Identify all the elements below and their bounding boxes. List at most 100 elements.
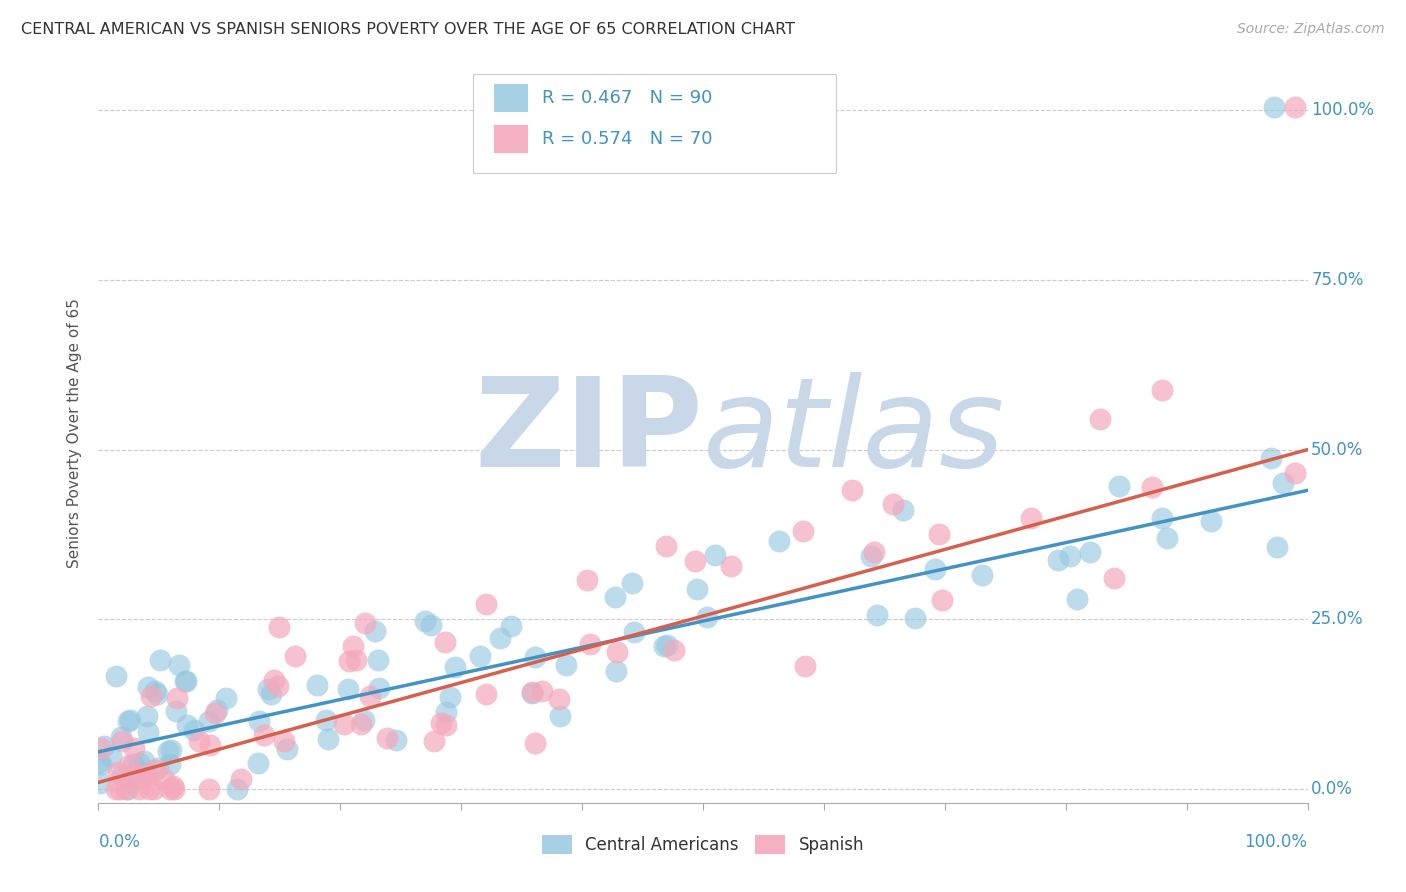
Spanish [1284, 467, 1306, 481]
FancyBboxPatch shape [474, 73, 837, 173]
Central Americans [247, 714, 270, 729]
Central Americans [1059, 549, 1081, 564]
Spanish [121, 768, 143, 782]
Spanish [1152, 383, 1174, 397]
Central Americans [1267, 540, 1289, 554]
Spanish [359, 689, 381, 703]
Central Americans [523, 650, 546, 665]
Spanish [794, 658, 817, 673]
Central Americans [470, 649, 492, 664]
Spanish [342, 639, 364, 653]
Central Americans [1047, 552, 1070, 566]
Central Americans [205, 703, 228, 717]
Central Americans [256, 681, 278, 696]
Spanish [273, 734, 295, 748]
Spanish [163, 782, 186, 797]
Spanish [433, 634, 456, 648]
Spanish [339, 654, 361, 668]
Central Americans [1272, 475, 1295, 490]
Central Americans [136, 724, 159, 739]
Central Americans [1108, 479, 1130, 493]
Central Americans [970, 567, 993, 582]
Spanish [118, 757, 141, 772]
Central Americans [89, 776, 111, 790]
Text: atlas: atlas [703, 372, 1005, 493]
Spanish [166, 690, 188, 705]
Spanish [263, 673, 285, 687]
Central Americans [117, 782, 139, 797]
Spanish [474, 597, 496, 611]
Central Americans [315, 713, 337, 727]
Spanish [662, 643, 685, 657]
Central Americans [768, 534, 790, 549]
Text: 25.0%: 25.0% [1312, 610, 1364, 628]
Legend: Central Americans, Spanish: Central Americans, Spanish [536, 829, 870, 861]
Central Americans [866, 608, 889, 623]
Central Americans [146, 687, 169, 701]
Central Americans [413, 614, 436, 628]
Spanish [931, 593, 953, 607]
Central Americans [1066, 592, 1088, 607]
Spanish [353, 615, 375, 630]
Central Americans [173, 673, 195, 688]
Spanish [267, 619, 290, 633]
Spanish [1088, 412, 1111, 426]
Central Americans [499, 618, 522, 632]
Central Americans [703, 548, 725, 562]
Text: R = 0.467   N = 90: R = 0.467 N = 90 [543, 89, 713, 107]
Spanish [434, 718, 457, 732]
Central Americans [385, 733, 408, 747]
Spanish [200, 738, 222, 752]
Spanish [547, 692, 569, 706]
Central Americans [260, 688, 283, 702]
Central Americans [686, 582, 709, 596]
Spanish [475, 687, 498, 701]
Central Americans [157, 744, 180, 758]
Spanish [862, 545, 884, 559]
Spanish [159, 782, 181, 797]
Central Americans [652, 640, 675, 654]
Central Americans [134, 766, 156, 780]
Spanish [110, 782, 132, 797]
Central Americans [605, 664, 627, 678]
Spanish [131, 771, 153, 785]
Spanish [375, 731, 398, 746]
Central Americans [924, 562, 946, 576]
Text: 50.0%: 50.0% [1312, 441, 1364, 458]
Spanish [333, 717, 356, 731]
Central Americans [159, 743, 181, 757]
Spanish [105, 782, 128, 797]
Spanish [430, 715, 453, 730]
Central Americans [100, 749, 122, 764]
Spanish [153, 772, 176, 787]
Text: 75.0%: 75.0% [1312, 271, 1364, 289]
Central Americans [420, 617, 443, 632]
Central Americans [1199, 514, 1222, 528]
Central Americans [111, 768, 134, 782]
Central Americans [1156, 531, 1178, 545]
Central Americans [367, 653, 389, 667]
Spanish [90, 741, 112, 756]
Spanish [882, 497, 904, 511]
Central Americans [1078, 545, 1101, 559]
Central Americans [120, 713, 142, 727]
Central Americans [143, 684, 166, 698]
Spanish [1284, 99, 1306, 113]
Central Americans [117, 714, 139, 728]
Spanish [162, 779, 184, 793]
Central Americans [620, 575, 643, 590]
Central Americans [136, 709, 159, 723]
Text: CENTRAL AMERICAN VS SPANISH SENIORS POVERTY OVER THE AGE OF 65 CORRELATION CHART: CENTRAL AMERICAN VS SPANISH SENIORS POVE… [21, 22, 794, 37]
Spanish [841, 483, 863, 498]
Spanish [1142, 480, 1164, 494]
Central Americans [93, 739, 115, 753]
Central Americans [316, 731, 339, 746]
Text: R = 0.574   N = 70: R = 0.574 N = 70 [543, 130, 713, 148]
Text: 100.0%: 100.0% [1244, 833, 1308, 851]
Spanish [683, 554, 706, 568]
Spanish [143, 763, 166, 777]
Spanish [135, 768, 157, 782]
Text: Source: ZipAtlas.com: Source: ZipAtlas.com [1237, 22, 1385, 37]
Central Americans [550, 709, 572, 723]
Central Americans [90, 757, 112, 772]
